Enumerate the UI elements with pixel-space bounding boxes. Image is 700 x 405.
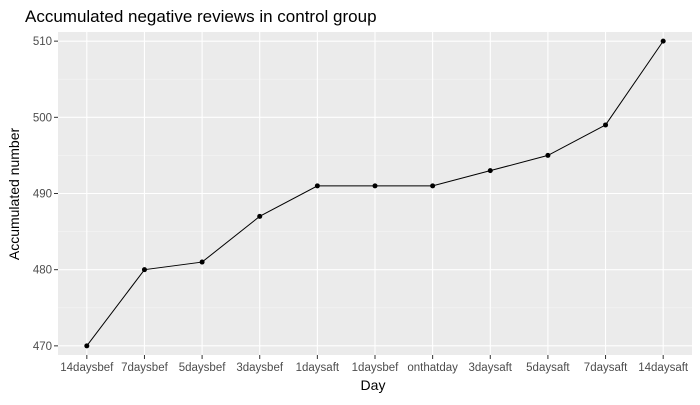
data-point xyxy=(487,168,493,174)
grid-lines xyxy=(58,32,692,355)
x-tick-label: 5daysbef xyxy=(179,362,226,374)
data-point xyxy=(141,267,147,273)
data-point xyxy=(660,38,666,44)
y-tick-label: 510 xyxy=(33,36,52,48)
data-point xyxy=(257,213,263,219)
x-tick-label: 14daysbef xyxy=(60,362,114,374)
y-tick-label: 490 xyxy=(33,189,52,201)
x-tick-label: 3daysbef xyxy=(236,362,283,374)
x-tick-label: 7daysbef xyxy=(121,362,168,374)
chart-title: Accumulated negative reviews in control … xyxy=(25,7,377,26)
x-tick-label: 1daysbef xyxy=(352,362,399,374)
axes: 470 480 490 500 510 14daysbef 7daysbef 5daysbef… xyxy=(33,36,689,374)
x-tick-label: 7daysaft xyxy=(584,362,628,374)
data-point xyxy=(199,259,205,265)
data-point xyxy=(84,343,90,349)
data-series xyxy=(84,38,666,349)
x-tick-label: 5daysaft xyxy=(526,362,570,374)
x-tick-label: 14daysaft xyxy=(638,362,689,374)
data-point xyxy=(372,183,378,189)
data-point xyxy=(603,122,609,128)
x-tick-label: 3daysaft xyxy=(469,362,513,374)
x-axis-title: Day xyxy=(361,377,386,393)
y-tick-label: 480 xyxy=(33,265,52,277)
data-point xyxy=(430,183,436,189)
data-point xyxy=(545,152,551,158)
data-point xyxy=(314,183,320,189)
x-tick-label: onthatday xyxy=(407,362,458,374)
y-axis-title: Accumulated number xyxy=(6,128,22,261)
y-tick-label: 500 xyxy=(33,112,52,124)
y-tick-label: 470 xyxy=(33,341,52,353)
x-tick-label: 1daysaft xyxy=(296,362,340,374)
